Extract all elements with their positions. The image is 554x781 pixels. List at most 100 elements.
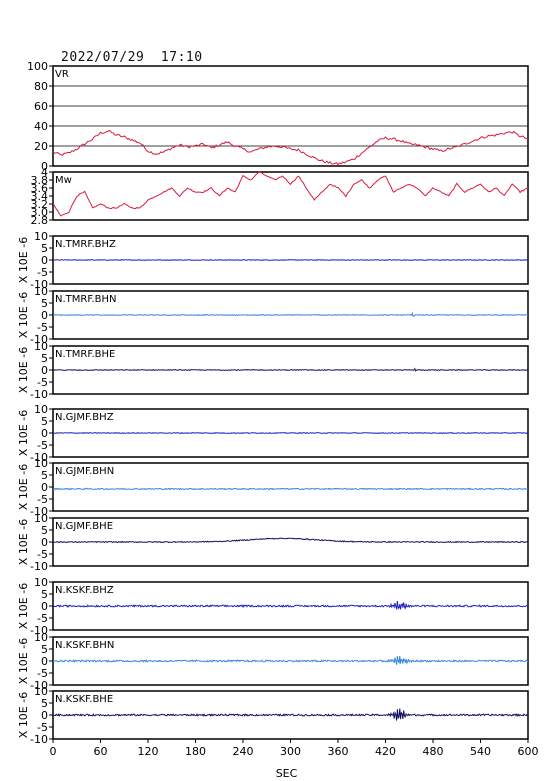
data-trace: [52, 655, 529, 666]
y-tick-label: 10: [34, 685, 48, 698]
y-tick-label: -5: [37, 493, 48, 506]
y-tick-label: -5: [37, 376, 48, 389]
y-tick-label: 3.6: [31, 182, 49, 195]
y-tick-label: -5: [37, 721, 48, 734]
y-tick-label: 0: [41, 309, 48, 322]
y-tick-label: 3.0: [31, 206, 49, 219]
y-tick-label: -5: [37, 321, 48, 334]
y-tick-label: 3.2: [31, 198, 49, 211]
y-tick-label: 10: [34, 340, 48, 353]
y-tick-label: 5: [41, 524, 48, 537]
y-tick-label: 5: [41, 352, 48, 365]
y-tick-label: 5: [41, 242, 48, 255]
y-axis-unit-label: X 10E -6: [17, 519, 30, 565]
y-tick-label: -5: [37, 612, 48, 625]
data-trace: [52, 487, 529, 491]
y-tick-label: 3.4: [31, 190, 49, 203]
y-axis-unit-label: X 10E -6: [17, 237, 30, 283]
data-trace: [52, 259, 529, 261]
y-tick-label: 0: [41, 709, 48, 722]
x-axis-label: SEC: [276, 767, 298, 780]
y-tick-label: 0: [41, 600, 48, 613]
y-tick-label: 0: [41, 427, 48, 440]
panel-label: N.GJMF.BHE: [55, 521, 113, 532]
panel-label: N.GJMF.BHN: [55, 466, 114, 477]
y-tick-label: 20: [34, 140, 48, 153]
panel-label: N.TMRF.BHN: [55, 294, 117, 305]
y-tick-label: -10: [30, 679, 48, 692]
panel-frame: [52, 65, 529, 167]
x-tick-label: 300: [280, 745, 301, 758]
y-tick-label: 3.8: [31, 174, 49, 187]
data-trace: [52, 311, 529, 317]
y-tick-label: 10: [34, 512, 48, 525]
y-tick-label: 0: [41, 536, 48, 549]
y-tick-label: 100: [27, 60, 48, 73]
x-tick-label: 60: [94, 745, 108, 758]
x-tick-label: 240: [233, 745, 254, 758]
y-tick-label: 0: [41, 254, 48, 267]
y-tick-label: -10: [30, 624, 48, 637]
panel-label: N.GJMF.BHZ: [55, 412, 114, 423]
y-axis-unit-label: X 10E -6: [17, 464, 30, 510]
y-axis-unit-label: X 10E -6: [17, 347, 30, 393]
panel-frame: [52, 462, 529, 512]
panel-label: N.KSKF.BHN: [55, 640, 114, 651]
y-tick-label: 2.8: [31, 214, 49, 227]
y-tick-label: -10: [30, 333, 48, 346]
y-axis-unit-label: X 10E -6: [17, 638, 30, 684]
x-tick-label: 0: [50, 745, 57, 758]
y-tick-label: 4: [41, 166, 48, 179]
y-tick-label: 5: [41, 469, 48, 482]
x-tick-label: 120: [138, 745, 159, 758]
y-tick-label: 10: [34, 403, 48, 416]
y-tick-label: -5: [37, 266, 48, 279]
data-trace: [52, 708, 529, 721]
y-tick-label: 10: [34, 457, 48, 470]
y-tick-label: -5: [37, 548, 48, 561]
y-tick-label: -10: [30, 733, 48, 746]
y-tick-label: 0: [41, 160, 48, 173]
y-tick-label: 0: [41, 481, 48, 494]
y-tick-label: -5: [37, 667, 48, 680]
y-tick-label: -5: [37, 439, 48, 452]
x-tick-label: 480: [423, 745, 444, 758]
panel-label: N.KSKF.BHZ: [55, 585, 114, 596]
y-tick-label: -10: [30, 451, 48, 464]
panel-label: N.KSKF.BHE: [55, 694, 113, 705]
y-tick-label: 5: [41, 297, 48, 310]
y-tick-label: 0: [41, 364, 48, 377]
x-tick-label: 180: [185, 745, 206, 758]
data-trace: [52, 600, 529, 611]
data-trace: [52, 171, 529, 217]
data-trace: [52, 431, 529, 435]
y-tick-label: 10: [34, 576, 48, 589]
y-tick-label: 10: [34, 285, 48, 298]
y-tick-label: 5: [41, 643, 48, 656]
y-axis-unit-label: X 10E -6: [17, 692, 30, 738]
y-tick-label: 10: [34, 631, 48, 644]
panel-label: N.TMRF.BHE: [55, 349, 115, 360]
y-tick-label: 5: [41, 415, 48, 428]
plot-timestamp: 2022/07/29 17:10: [61, 50, 203, 65]
panel-frame: [52, 171, 529, 221]
y-tick-label: -10: [30, 388, 48, 401]
panel-label: VR: [55, 69, 69, 80]
y-tick-label: 5: [41, 697, 48, 710]
data-trace: [52, 367, 529, 372]
panel-label: Mw: [55, 175, 72, 186]
y-tick-label: -10: [30, 278, 48, 291]
y-tick-label: -10: [30, 505, 48, 518]
x-tick-label: 540: [470, 745, 491, 758]
data-trace: [53, 537, 529, 544]
y-tick-label: 0: [41, 655, 48, 668]
y-axis-unit-label: X 10E -6: [17, 292, 30, 338]
y-tick-label: 10: [34, 230, 48, 243]
y-axis-unit-label: X 10E -6: [17, 583, 30, 629]
y-tick-label: 80: [34, 80, 48, 93]
y-axis-unit-label: X 10E -6: [17, 410, 30, 456]
x-tick-label: 360: [328, 745, 349, 758]
data-trace: [52, 130, 529, 166]
x-tick-label: 600: [518, 745, 539, 758]
